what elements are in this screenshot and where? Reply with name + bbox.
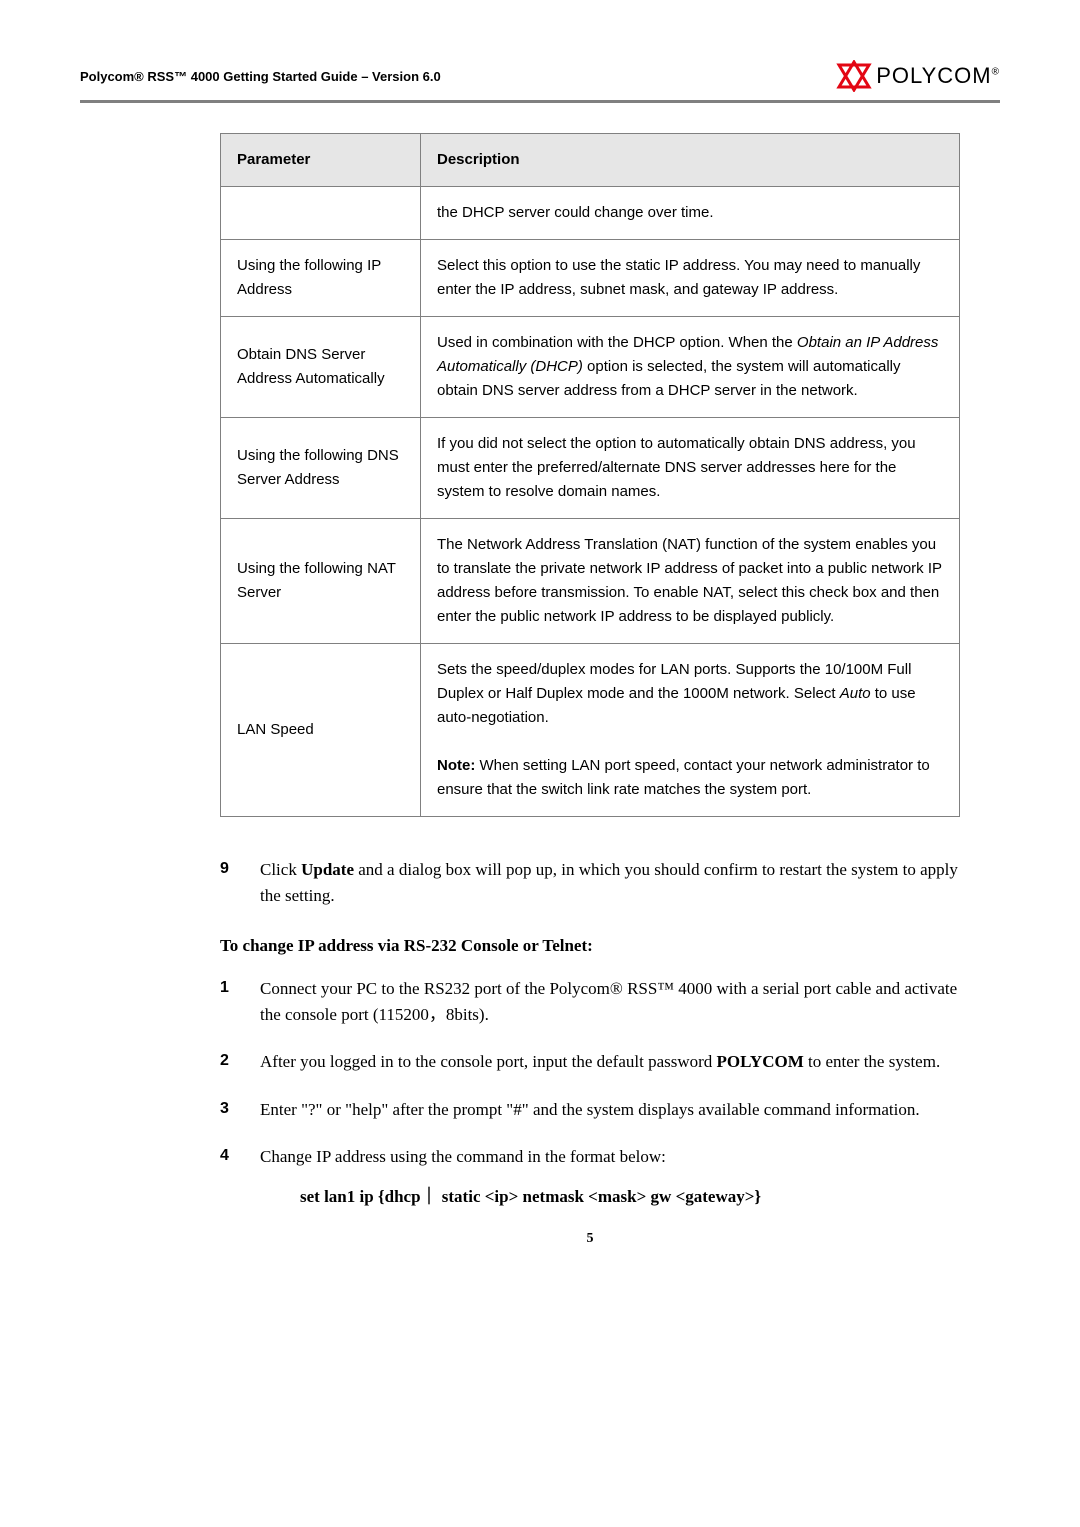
table-row: LAN Speed Sets the speed/duplex modes fo… <box>221 644 960 817</box>
desc-cell: The Network Address Translation (NAT) fu… <box>421 519 960 644</box>
step-text: Change IP address using the command in t… <box>260 1144 960 1209</box>
command-line: set lan1 ip {dhcp｜ static <ip> netmask <… <box>300 1184 960 1210</box>
step-9: 9 Click Update and a dialog box will pop… <box>220 857 960 908</box>
step-2: 2 After you logged in to the console por… <box>220 1049 960 1075</box>
step-number: 2 <box>220 1049 260 1075</box>
table-row: Obtain DNS Server Address Automatically … <box>221 317 960 418</box>
step-number: 3 <box>220 1097 260 1123</box>
step-3: 3 Enter "?" or "help" after the prompt "… <box>220 1097 960 1123</box>
doc-title: Polycom® RSS™ 4000 Getting Started Guide… <box>80 69 441 84</box>
step-4: 4 Change IP address using the command in… <box>220 1144 960 1209</box>
step-text: Enter "?" or "help" after the prompt "#"… <box>260 1097 960 1123</box>
header-divider <box>80 100 1000 103</box>
param-cell: Using the following NAT Server <box>221 519 421 644</box>
param-cell: Using the following DNS Server Address <box>221 418 421 519</box>
desc-cell: If you did not select the option to auto… <box>421 418 960 519</box>
table-row: Using the following DNS Server Address I… <box>221 418 960 519</box>
polycom-logo-icon <box>836 60 872 92</box>
step-text: Click Update and a dialog box will pop u… <box>260 857 960 908</box>
param-cell: Using the following IP Address <box>221 240 421 317</box>
step-number: 9 <box>220 857 260 908</box>
step-text: Connect your PC to the RS232 port of the… <box>260 976 960 1027</box>
step-number: 4 <box>220 1144 260 1209</box>
desc-cell: Sets the speed/duplex modes for LAN port… <box>421 644 960 817</box>
desc-cell: the DHCP server could change over time. <box>421 187 960 240</box>
table-row: Using the following NAT Server The Netwo… <box>221 519 960 644</box>
desc-cell: Used in combination with the DHCP option… <box>421 317 960 418</box>
logo-text: POLYCOM® <box>876 63 1000 89</box>
col-header-description: Description <box>421 134 960 187</box>
step-number: 1 <box>220 976 260 1027</box>
desc-cell: Select this option to use the static IP … <box>421 240 960 317</box>
col-header-parameter: Parameter <box>221 134 421 187</box>
step-text: After you logged in to the console port,… <box>260 1049 960 1075</box>
polycom-logo: POLYCOM® <box>836 60 1000 92</box>
table-row: the DHCP server could change over time. <box>221 187 960 240</box>
section-heading: To change IP address via RS-232 Console … <box>220 936 960 956</box>
param-cell <box>221 187 421 240</box>
page-number: 5 <box>220 1231 960 1247</box>
param-cell: Obtain DNS Server Address Automatically <box>221 317 421 418</box>
parameters-table: Parameter Description the DHCP server co… <box>220 133 960 817</box>
param-cell: LAN Speed <box>221 644 421 817</box>
step-1: 1 Connect your PC to the RS232 port of t… <box>220 976 960 1027</box>
table-row: Using the following IP Address Select th… <box>221 240 960 317</box>
